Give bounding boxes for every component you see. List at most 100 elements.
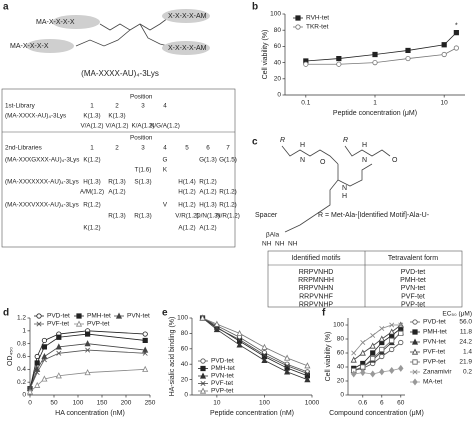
table-column: 2 [115,103,119,110]
data-point [398,330,404,336]
table-cell: RRPMNHH [298,277,334,284]
data-point [56,350,62,356]
y-tick-label: 80 [181,330,189,337]
x-tick-label: 100 [73,400,84,407]
table-cell: V/R(1.2) [175,213,198,220]
table-position: Position [130,135,153,142]
y-tick-label: 40 [181,361,189,368]
legend-label: PMH-tet [87,313,111,320]
y-tick-label: 40 [274,59,282,66]
x-tick-label: 10 [213,400,221,407]
data-point [304,376,311,383]
spacer-unit: βAla [266,232,280,239]
y-tick-label: 0 [277,92,281,99]
legend-marker [200,365,206,372]
data-point [441,42,447,48]
x-tick-label: 60 [397,400,405,407]
legend-label: PVF-tet [211,380,233,387]
data-point [41,357,47,363]
y-tick-label: 20 [274,76,282,83]
table-cell: RRPVNHP [299,302,334,309]
backbone [139,23,169,47]
legend-marker [199,387,207,394]
legend-label: PVF-tet [423,349,445,356]
atom: O [392,157,398,164]
data-point [142,346,149,353]
table-cell: PVP-tet [401,302,425,309]
table-column: 6 [206,145,210,152]
legend-marker [412,359,418,365]
y-axis-label: Cell viability (%) [262,30,269,80]
atom: N [362,157,367,164]
atom: N [342,185,347,192]
data-point [84,340,91,347]
data-point [236,341,243,348]
bond [337,163,373,187]
y-tick-label: 0 [184,392,188,399]
data-point [237,337,243,343]
data-point [359,349,366,356]
legend-marker [199,372,207,379]
amine: NH [262,241,272,248]
table-cell: K [163,167,168,174]
chain: MA-X-X-X-X [10,43,49,50]
legend-marker [411,338,419,345]
data-point [379,353,385,360]
table-header: Tetravalent form [388,255,438,262]
legend-label: PMH-tet [423,329,447,336]
data-point [199,314,206,321]
table-cell: H(1.3) [83,179,101,186]
table-row-label: (MA-XXXX-AU)₄-3Lys [5,113,66,120]
data-point [284,363,290,369]
data-point [284,368,291,375]
bond [284,164,339,233]
table-row-label: (MA-XXXXXXX-AU)₄-3Lys [5,179,79,186]
legend-label: Zanamivir [423,369,452,376]
table-cell: V/A(1.2) [105,123,128,130]
data-point [34,370,40,376]
data-point [304,362,311,369]
data-point [378,335,385,342]
legend-label: PVP-tet [211,388,234,395]
table-cell: K(1.3) [108,113,125,120]
table-column: 7 [226,145,230,152]
y-axis-label: HA-sialic acid binding (%) [169,317,176,397]
x-tick-label: 10 [441,100,449,107]
table-cell: K(1.2) [83,157,100,164]
table-cell: K(1.2) [83,225,100,232]
x-tick-label: 250 [145,400,156,407]
legend-ec50: 24.2 [459,339,472,346]
legend-label: PVP-tet [87,321,110,328]
y-tick-label: 40 [337,364,345,371]
y-tick-label: 60 [181,346,189,353]
table-cell: A/M(1.2) [80,189,104,196]
data-point [453,30,459,36]
table-header: Identified motifs [291,255,341,262]
table-cell: A(1.2) [108,189,125,196]
table-cell: R(1.2) [219,189,237,196]
data-point [142,350,148,356]
table-cell: G(1.3) [199,157,217,164]
data-point [142,365,149,372]
data-point [41,352,48,360]
definition: R = Met-Ala-[Identified Motif]-Ala-U- [318,212,430,219]
data-point [85,347,91,353]
table-cell: K(1.3) [83,113,100,120]
table-cell: R(1.3) [108,213,126,220]
amine: NH [275,241,285,248]
table-row-label: (MA-XXXGXXX-AU)₄-3Lys [5,157,79,164]
data-point [351,370,357,378]
legend-marker [115,312,123,319]
legend-label: PVD-tet [47,313,70,320]
x-axis-label: Compound concentration (μM) [329,410,424,417]
table-cell: R(1.3) [134,213,152,220]
data-point [236,329,243,336]
table-cell: H(1.2) [178,189,196,196]
series-line [305,47,457,65]
y-tick-label: 0.8 [17,340,26,347]
data-point [41,344,47,350]
legend-marker [200,358,206,364]
y-axis-label: OD₄₅₀ [7,347,14,366]
data-point [379,326,385,331]
legend-marker [200,381,206,386]
